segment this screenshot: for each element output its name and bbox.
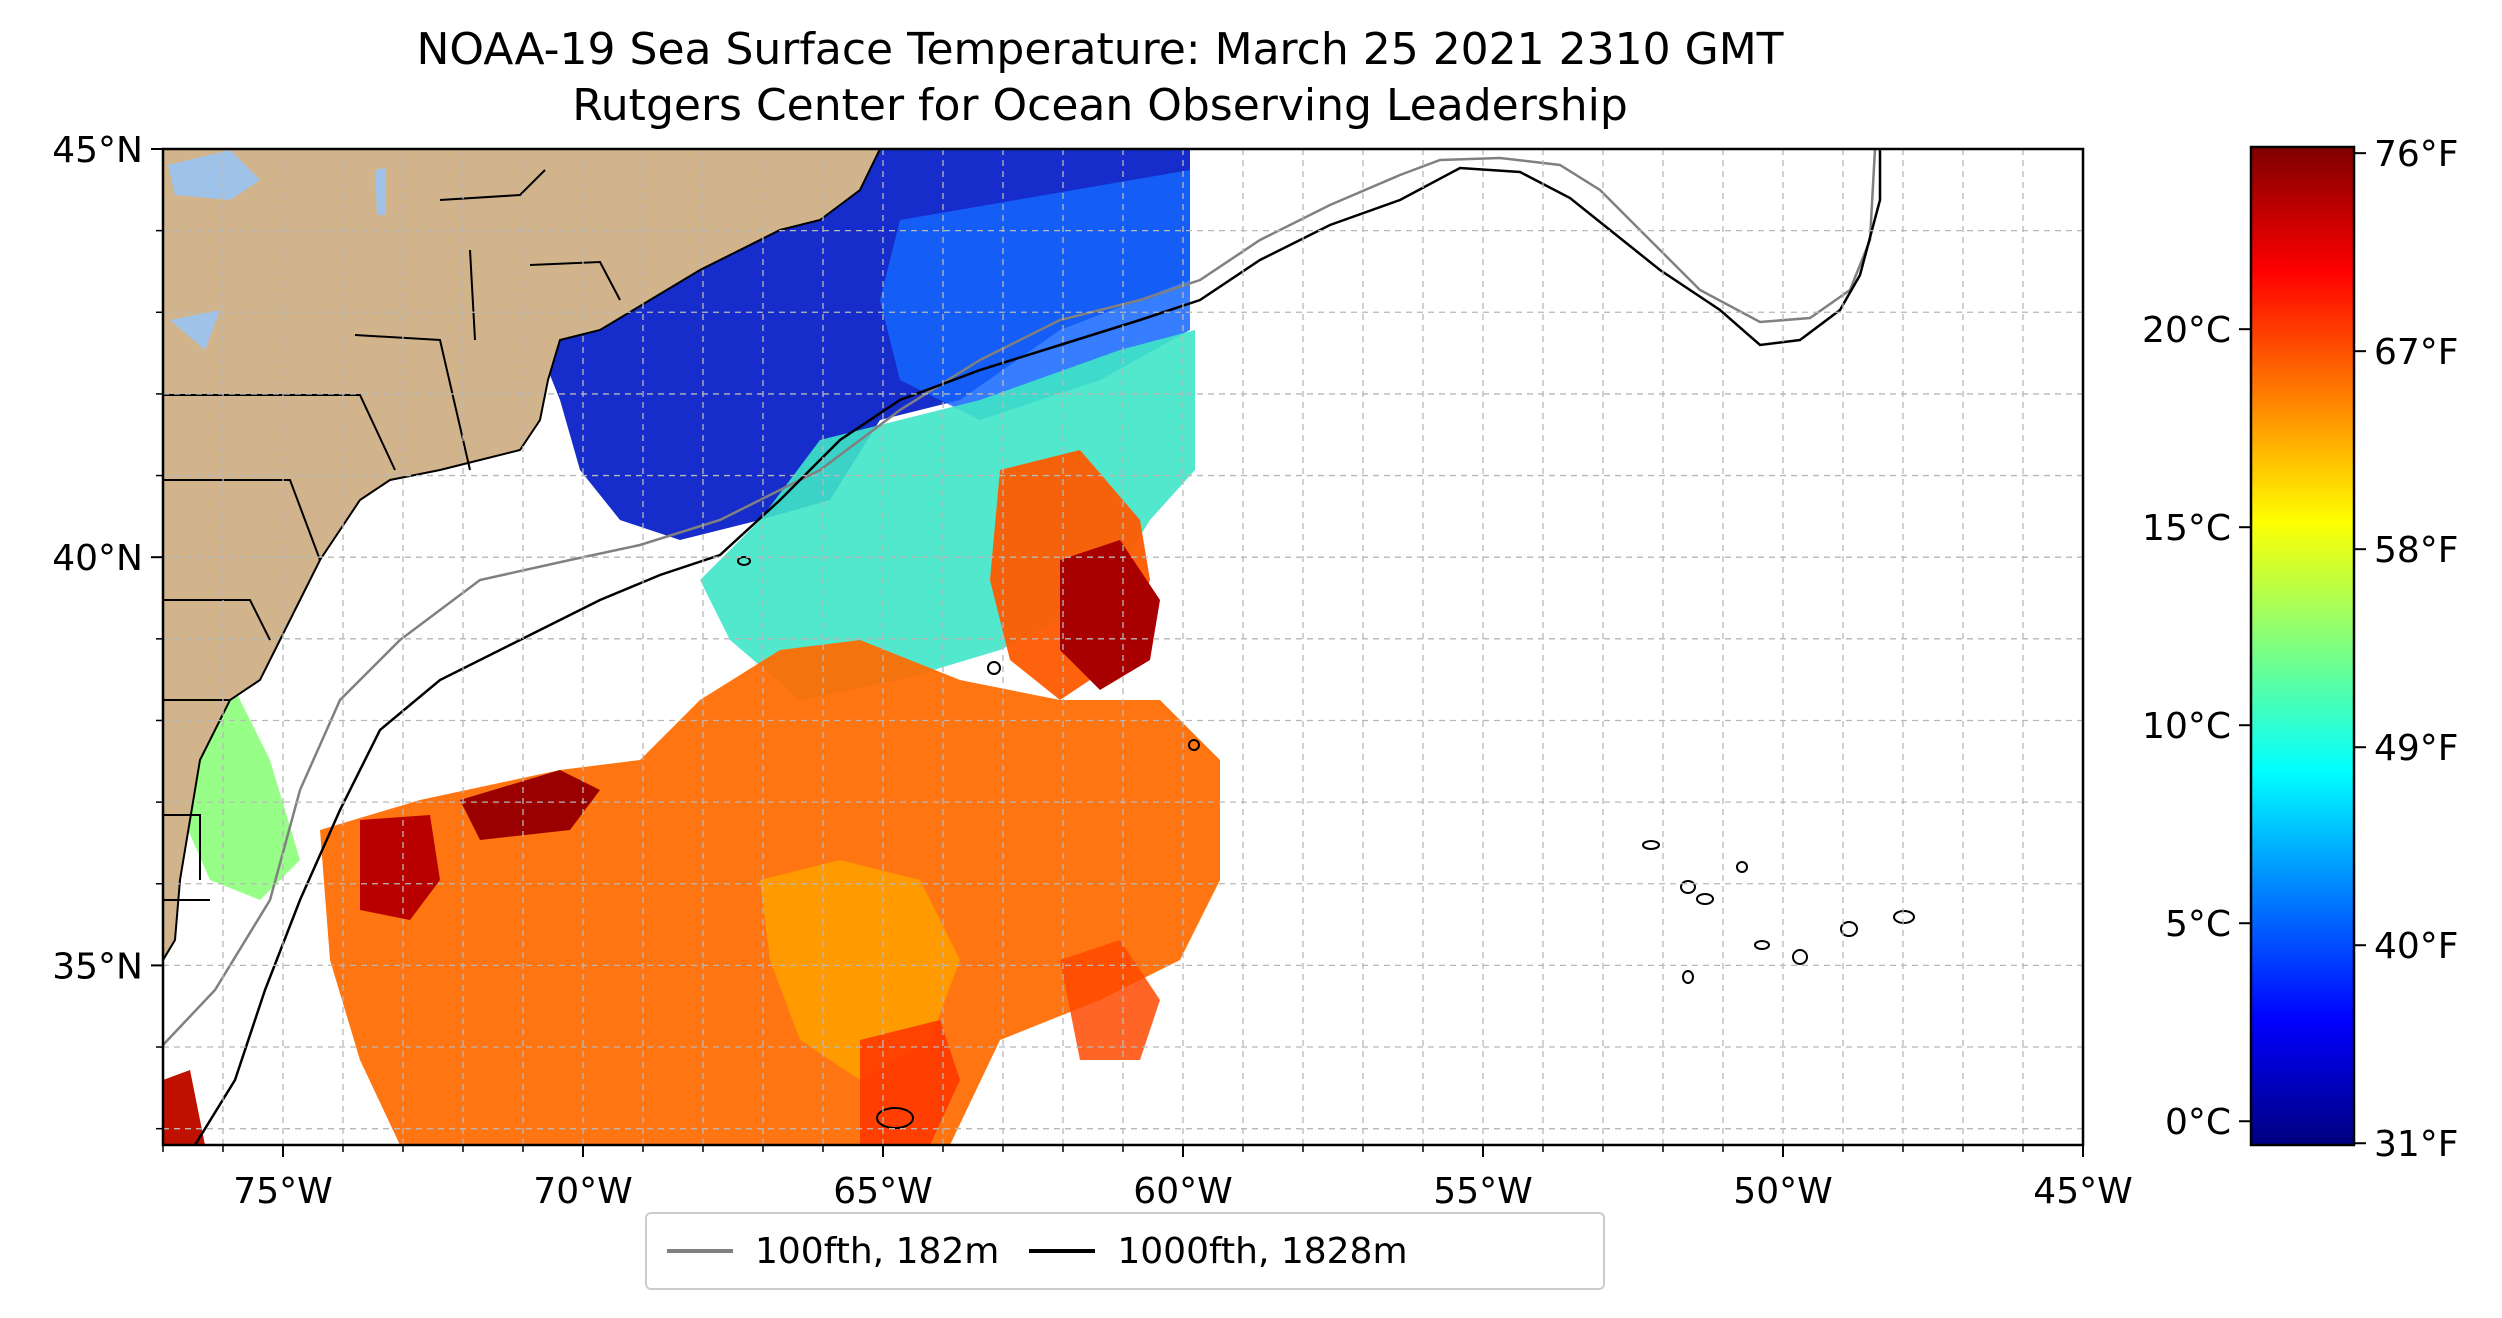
colorbar-label-f: 58°F [2374,530,2459,571]
contour-100fth [163,149,1877,1046]
colorbar-label-c: 0°C [2165,1102,2231,1143]
x-tick-label: 70°W [533,1171,632,1212]
legend-item-1000fth: 1000fth, 1828m [1029,1230,1408,1272]
x-tick-label: 65°W [833,1171,932,1212]
legend-swatch-1000fth [1029,1249,1096,1253]
legend-item-100fth: 100fth, 182m [667,1231,999,1272]
sst-warm-core-deep [1060,540,1160,690]
colorbar-label-c: 15°C [2142,508,2231,549]
legend-swatch-100fth [667,1249,733,1253]
colorbar-label-c: 10°C [2142,706,2231,747]
legend-label-1000fth: 1000fth, 1828m [1117,1230,1408,1272]
y-tick-label: 45°N [52,130,143,171]
sst-gulf-stream-yellow [760,860,960,1080]
colorbar-label-f: 67°F [2374,332,2459,373]
sst-field [163,150,1220,1145]
lakes [168,150,385,350]
contour-1000fth [193,149,1882,1145]
x-axis: 75°W 70°W 65°W 60°W 55°W 50°W 45°W [162,1145,2133,1212]
colorbar-frame [2249,145,2356,1147]
colorbar-label-c: 20°C [2142,310,2231,351]
colorbar-label-f: 76°F [2374,134,2459,175]
x-tick-label: 50°W [1733,1171,1832,1212]
contour-legend: 100fth, 182m 1000fth, 1828m [645,1212,1605,1290]
x-tick-label: 60°W [1133,1171,1232,1212]
sst-east-scattered [1060,940,1160,1060]
x-tick-label: 75°W [233,1171,332,1212]
figure-title: NOAA-19 Sea Surface Temperature: March 2… [416,24,1784,75]
x-tick-label: 45°W [2033,1171,2132,1212]
colorbar-label-c: 5°C [2165,904,2231,945]
seamount-contours [737,556,1915,1129]
y-axis: 45°N 40°N 35°N [52,130,163,1130]
sst-dark-red-core [460,770,600,840]
sst-southeast-patch [860,1020,960,1145]
colorbar-label-f: 49°F [2374,728,2459,769]
x-tick-label: 55°W [1433,1171,1532,1212]
state-borders [163,169,621,901]
land-north-america [163,149,882,962]
figure-subtitle: Rutgers Center for Ocean Observing Leade… [572,80,1628,131]
sst-dark-red-west [360,815,440,920]
colorbar: 0°C 5°C 10°C 15°C 20°C 31°F 40°F 49°F 58°F 67°F 76… [2142,134,2458,1165]
legend-label-100fth: 100fth, 182m [755,1230,1000,1272]
colorbar-gradient [2251,147,2354,1145]
colorbar-label-f: 40°F [2374,926,2459,967]
colorbar-label-f: 31°F [2374,1124,2459,1165]
y-tick-label: 35°N [52,946,143,987]
y-tick-label: 40°N [52,538,143,579]
sst-south-corner [163,1070,205,1145]
